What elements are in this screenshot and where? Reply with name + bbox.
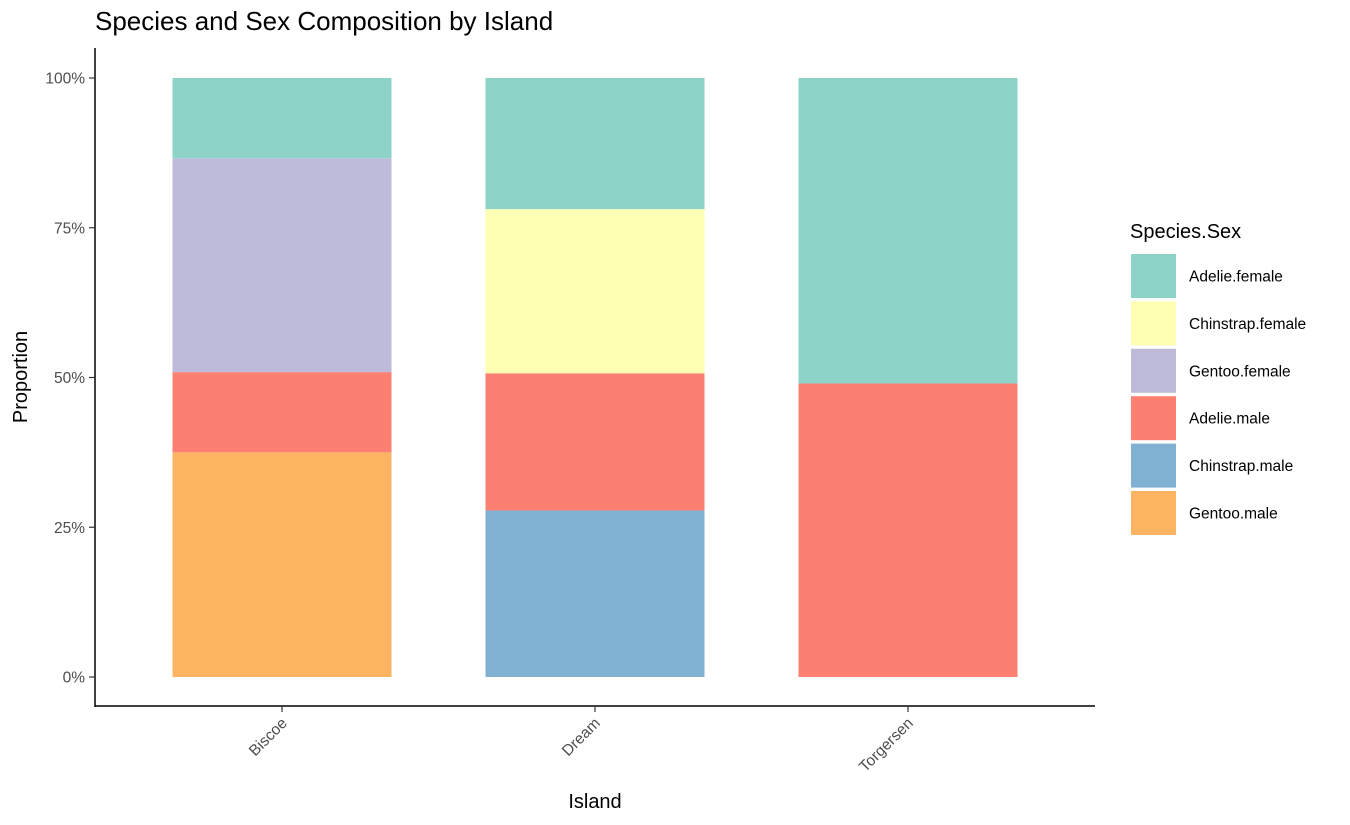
legend-label: Adelie.female bbox=[1189, 269, 1283, 286]
bar-segment-biscoe-adelie-female bbox=[172, 78, 392, 159]
chart-title: Species and Sex Composition by Island bbox=[95, 6, 553, 36]
legend-key-adelie-male bbox=[1131, 396, 1176, 441]
bar-segment-biscoe-gentoo-male bbox=[172, 452, 392, 677]
legend-label: Gentoo.male bbox=[1189, 506, 1278, 523]
y-tick-label: 50% bbox=[54, 370, 85, 387]
y-tick-label: 25% bbox=[54, 520, 85, 537]
bar-segment-dream-chinstrap-female bbox=[485, 209, 705, 374]
legend: Species.Sex Adelie.female Chinstrap.femal… bbox=[1130, 221, 1306, 535]
x-ticks: Biscoe Dream Torgersen bbox=[246, 706, 917, 776]
bar-segment-dream-adelie-male bbox=[485, 373, 705, 511]
x-tick-label-biscoe: Biscoe bbox=[246, 715, 291, 760]
y-ticks: 0% 25% 50% 75% 100% bbox=[45, 71, 95, 687]
legend-label: Chinstrap.female bbox=[1189, 316, 1306, 333]
y-axis-title: Proportion bbox=[10, 331, 32, 423]
bar-segment-biscoe-gentoo-female bbox=[172, 158, 392, 373]
bar-segment-dream-chinstrap-male bbox=[485, 510, 705, 677]
y-tick-label: 100% bbox=[45, 71, 85, 88]
x-tick-label-dream: Dream bbox=[559, 715, 604, 760]
bar-segment-torgersen-adelie-female bbox=[798, 78, 1018, 384]
legend-key-gentoo-male bbox=[1131, 491, 1176, 535]
legend-label: Chinstrap.male bbox=[1189, 458, 1293, 475]
bars-layer bbox=[172, 78, 1018, 677]
bar-segment-torgersen-adelie-male bbox=[798, 383, 1018, 677]
legend-key-chinstrap-male bbox=[1131, 443, 1176, 488]
legend-label: Gentoo.female bbox=[1189, 363, 1291, 380]
x-tick-label-torgersen: Torgersen bbox=[856, 715, 917, 776]
y-tick-label: 75% bbox=[54, 220, 85, 237]
legend-label: Adelie.male bbox=[1189, 411, 1270, 428]
legend-key-gentoo-female bbox=[1131, 348, 1176, 393]
bar-segment-biscoe-adelie-male bbox=[172, 372, 392, 453]
legend-key-chinstrap-female bbox=[1131, 301, 1176, 346]
legend-key-adelie-female bbox=[1131, 254, 1176, 298]
bar-segment-dream-adelie-female bbox=[485, 78, 705, 210]
y-tick-label: 0% bbox=[63, 670, 86, 687]
x-axis-title: Island bbox=[568, 791, 621, 813]
legend-title: Species.Sex bbox=[1130, 221, 1241, 243]
